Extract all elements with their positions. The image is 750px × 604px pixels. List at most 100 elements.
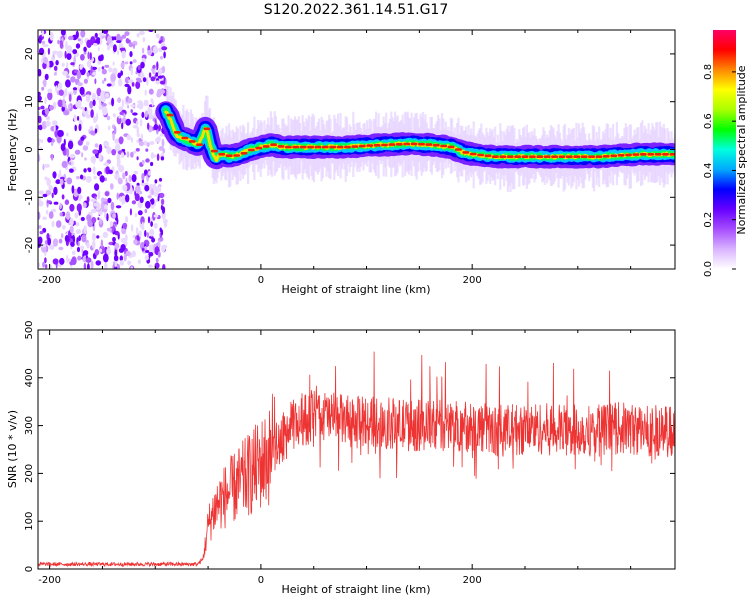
noise-blob: [124, 76, 130, 84]
noise-blob: [146, 232, 150, 238]
noise-blob: [38, 211, 41, 221]
noise-blob: [116, 50, 119, 55]
spectrogram-frame: [37, 29, 676, 270]
noise-blob: [66, 45, 73, 54]
noise-blob: [42, 227, 47, 233]
noise-blob: [130, 224, 134, 232]
noise-blob: [61, 194, 65, 200]
noise-blob: [153, 124, 159, 131]
noise-blob: [66, 132, 69, 137]
noise-blob: [112, 236, 116, 243]
noise-blob: [141, 247, 145, 252]
snr-ytick-label: 500: [24, 320, 35, 339]
noise-blob: [147, 122, 150, 130]
noise-blob: [64, 235, 69, 243]
noise-blob: [65, 79, 71, 88]
noise-blob: [51, 220, 55, 228]
noise-blob: [98, 32, 105, 37]
noise-blob: [83, 168, 87, 173]
noise-blob: [85, 94, 91, 103]
noise-blob: [140, 72, 145, 79]
noise-blob: [62, 224, 66, 230]
noise-blob: [83, 46, 87, 53]
noise-blob: [104, 64, 110, 68]
noise-blob: [159, 89, 166, 95]
noise-blob: [79, 174, 84, 180]
noise-blob: [127, 260, 132, 266]
noise-blob: [137, 64, 141, 71]
noise-blob: [157, 251, 161, 258]
noise-blob: [154, 262, 160, 269]
noise-blob: [98, 152, 102, 161]
noise-blob: [117, 177, 123, 185]
noise-blob: [93, 43, 98, 47]
noise-blob: [121, 49, 126, 59]
noise-blob: [43, 44, 49, 48]
noise-blob: [79, 86, 85, 95]
noise-blob: [121, 99, 124, 108]
noise-blob: [156, 61, 159, 71]
noise-blob: [161, 65, 166, 74]
noise-blob: [77, 241, 80, 247]
noise-blob: [43, 78, 47, 88]
noise-blob: [60, 30, 66, 36]
noise-blob: [142, 77, 147, 83]
noise-blob: [133, 170, 138, 175]
noise-blob: [136, 132, 140, 138]
noise-blob: [140, 181, 145, 187]
noise-blob: [129, 51, 133, 58]
noise-blob: [110, 201, 115, 211]
noise-blob: [46, 177, 51, 187]
noise-blob: [144, 230, 147, 237]
noise-blob: [95, 260, 102, 266]
noise-blob: [161, 138, 165, 148]
noise-blob: [45, 189, 52, 196]
noise-blob: [115, 205, 122, 209]
noise-blob: [40, 105, 45, 110]
noise-blob: [154, 179, 158, 184]
noise-blob: [114, 173, 120, 181]
noise-blob: [75, 43, 81, 49]
noise-blob: [88, 168, 92, 173]
noise-blob: [79, 64, 83, 70]
noise-blob: [125, 216, 129, 223]
noise-blob: [96, 96, 100, 101]
noise-blob: [60, 176, 65, 180]
noise-blob: [90, 65, 93, 74]
noise-blob: [148, 170, 151, 176]
noise-blob: [69, 218, 74, 226]
snr-xtick-label: -200: [38, 575, 61, 586]
noise-blob: [138, 30, 145, 36]
noise-blob: [71, 250, 76, 256]
noise-blob: [81, 234, 87, 243]
noise-blob: [100, 239, 104, 249]
noise-blob: [57, 50, 63, 59]
noise-blob: [161, 46, 168, 51]
noise-blob: [80, 136, 85, 141]
colorbar-tick-label: 0.6: [703, 113, 714, 129]
noise-blob: [94, 143, 99, 148]
noise-blob: [89, 100, 94, 109]
noise-blob: [121, 34, 127, 39]
noise-blob: [78, 197, 81, 202]
noise-blob: [53, 72, 57, 76]
noise-blob: [135, 148, 140, 152]
noise-blob: [94, 32, 98, 38]
noise-blob: [80, 245, 85, 250]
noise-blob: [147, 106, 151, 115]
noise-blob: [156, 153, 160, 161]
noise-blob: [159, 80, 166, 85]
snr-series-line: [38, 351, 675, 568]
noise-blob: [140, 61, 145, 69]
noise-blob: [147, 216, 151, 224]
spectrogram-ytick-label: 10: [24, 95, 35, 108]
noise-blob: [73, 220, 76, 226]
noise-blob: [38, 106, 42, 111]
noise-blob: [114, 143, 121, 152]
noise-blob: [137, 210, 143, 216]
noise-blob: [145, 148, 149, 152]
noise-blob: [119, 260, 125, 266]
noise-blob: [143, 140, 148, 146]
noise-blob: [49, 244, 55, 250]
noise-blob: [59, 257, 65, 265]
